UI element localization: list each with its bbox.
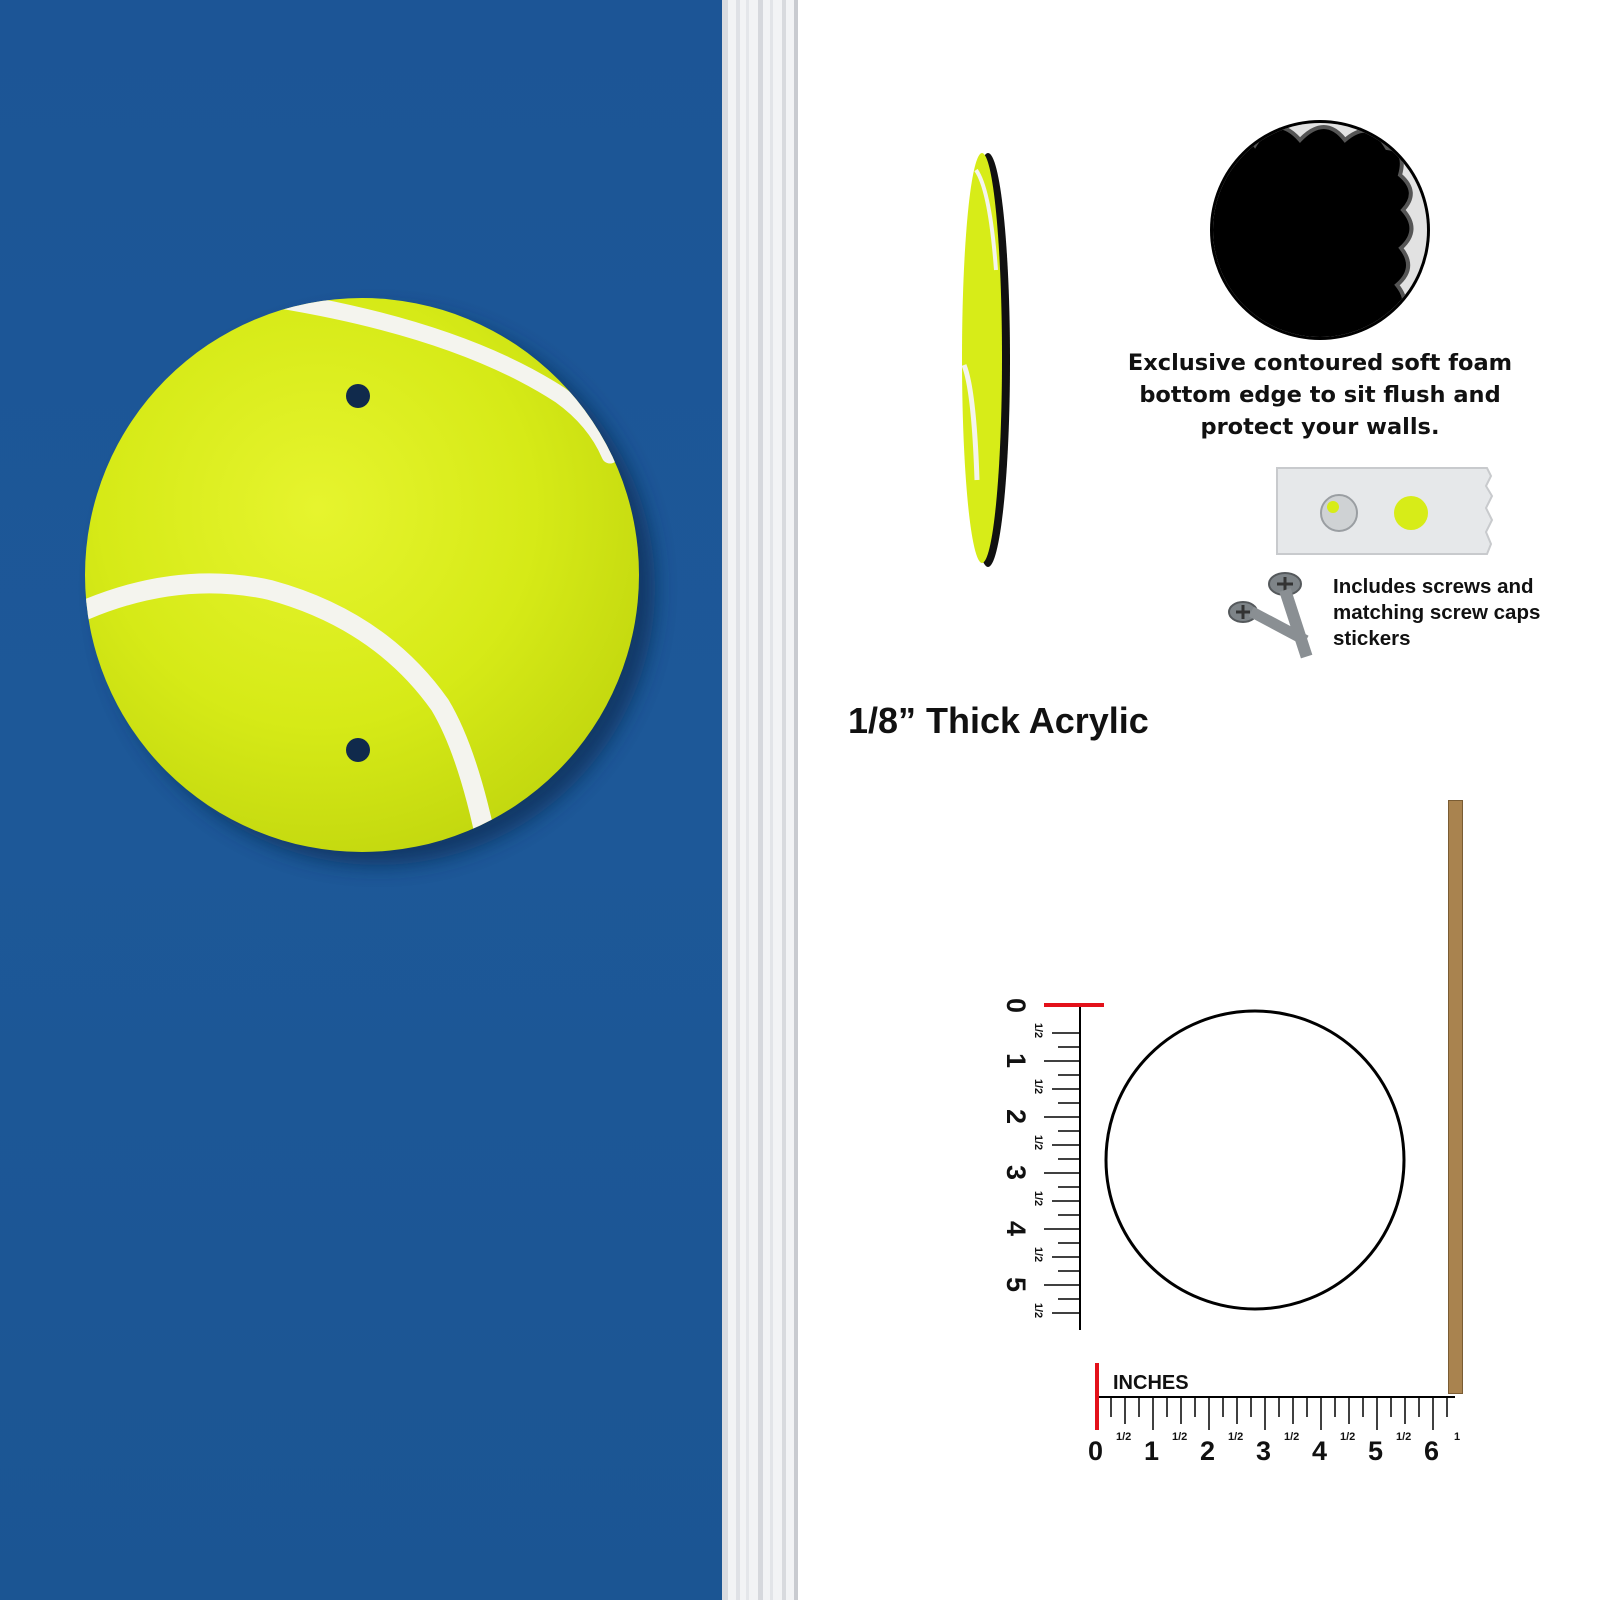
vertical-ruler-number: 0 — [1001, 997, 1032, 1014]
ball-seam-bottom — [85, 573, 500, 852]
horizontal-ruler-end-mark: 1 — [1454, 1431, 1461, 1443]
horizontal-ruler-half: 1/2 — [1284, 1431, 1300, 1443]
vertical-ruler-half: 1/2 — [1032, 1190, 1045, 1207]
vertical-ruler-half: 1/2 — [1032, 1302, 1045, 1319]
vertical-ruler-half: 1/2 — [1032, 1246, 1045, 1263]
vertical-ruler-number: 5 — [1001, 1276, 1032, 1293]
horizontal-ruler-half: 1/2 — [1116, 1431, 1132, 1443]
vertical-ruler-number: 1 — [1001, 1052, 1032, 1069]
sign-outline-circle — [1104, 1009, 1406, 1311]
screws-caption: Includes screws and matching screw caps … — [1333, 575, 1541, 650]
vertical-ruler-number: 3 — [1001, 1164, 1032, 1181]
horizontal-ruler-labels: 0 1/2 1 1/2 2 1/2 3 1/2 4 1/2 5 1/2 6 1 — [1080, 1430, 1470, 1470]
vertical-ruler-half: 1/2 — [1032, 1134, 1045, 1151]
horizontal-ruler-number: 1 — [1144, 1436, 1160, 1466]
horizontal-ruler-number: 3 — [1256, 1436, 1272, 1466]
thickness-strip — [1448, 800, 1463, 1394]
horizontal-ruler-number: 5 — [1368, 1436, 1384, 1466]
foam-edge-closeup-icon — [1210, 120, 1430, 340]
mount-hole-bottom — [346, 738, 370, 762]
wall-trim-molding — [722, 0, 798, 1600]
tennis-ball-icon — [85, 298, 639, 852]
foam-edge-caption: Exclusive contoured soft foam bottom edg… — [1127, 350, 1513, 440]
horizontal-ruler-half: 1/2 — [1172, 1431, 1188, 1443]
vertical-ruler — [1044, 1003, 1104, 1330]
screw-cap-sticker-icon — [1276, 467, 1494, 555]
screw-icon — [1228, 572, 1313, 659]
horizontal-ruler-half: 1/2 — [1228, 1431, 1244, 1443]
vertical-ruler-number: 4 — [1001, 1220, 1032, 1237]
vertical-ruler-half: 1/2 — [1032, 1022, 1045, 1039]
horizontal-ruler — [1095, 1363, 1455, 1430]
mount-hole-top — [346, 384, 370, 408]
horizontal-ruler-number: 4 — [1312, 1436, 1328, 1466]
vertical-ruler-labels: 0 1/2 1 1/2 2 1/2 3 1/2 4 1/2 5 1/2 — [1000, 995, 1050, 1340]
vertical-ruler-number: 2 — [1001, 1108, 1032, 1125]
horizontal-ruler-number: 6 — [1424, 1436, 1440, 1466]
horizontal-ruler-number: 0 — [1088, 1436, 1104, 1466]
horizontal-ruler-number: 2 — [1200, 1436, 1216, 1466]
inches-label: INCHES — [1113, 1372, 1189, 1394]
ball-seam-top — [271, 298, 619, 464]
horizontal-ruler-half: 1/2 — [1340, 1431, 1356, 1443]
sign-side-view — [961, 153, 1010, 567]
vertical-ruler-half: 1/2 — [1032, 1078, 1045, 1095]
thickness-label: 1/8” Thick Acrylic — [848, 700, 1149, 741]
horizontal-ruler-half: 1/2 — [1396, 1431, 1412, 1443]
tennis-ball-sign-front — [85, 298, 655, 865]
